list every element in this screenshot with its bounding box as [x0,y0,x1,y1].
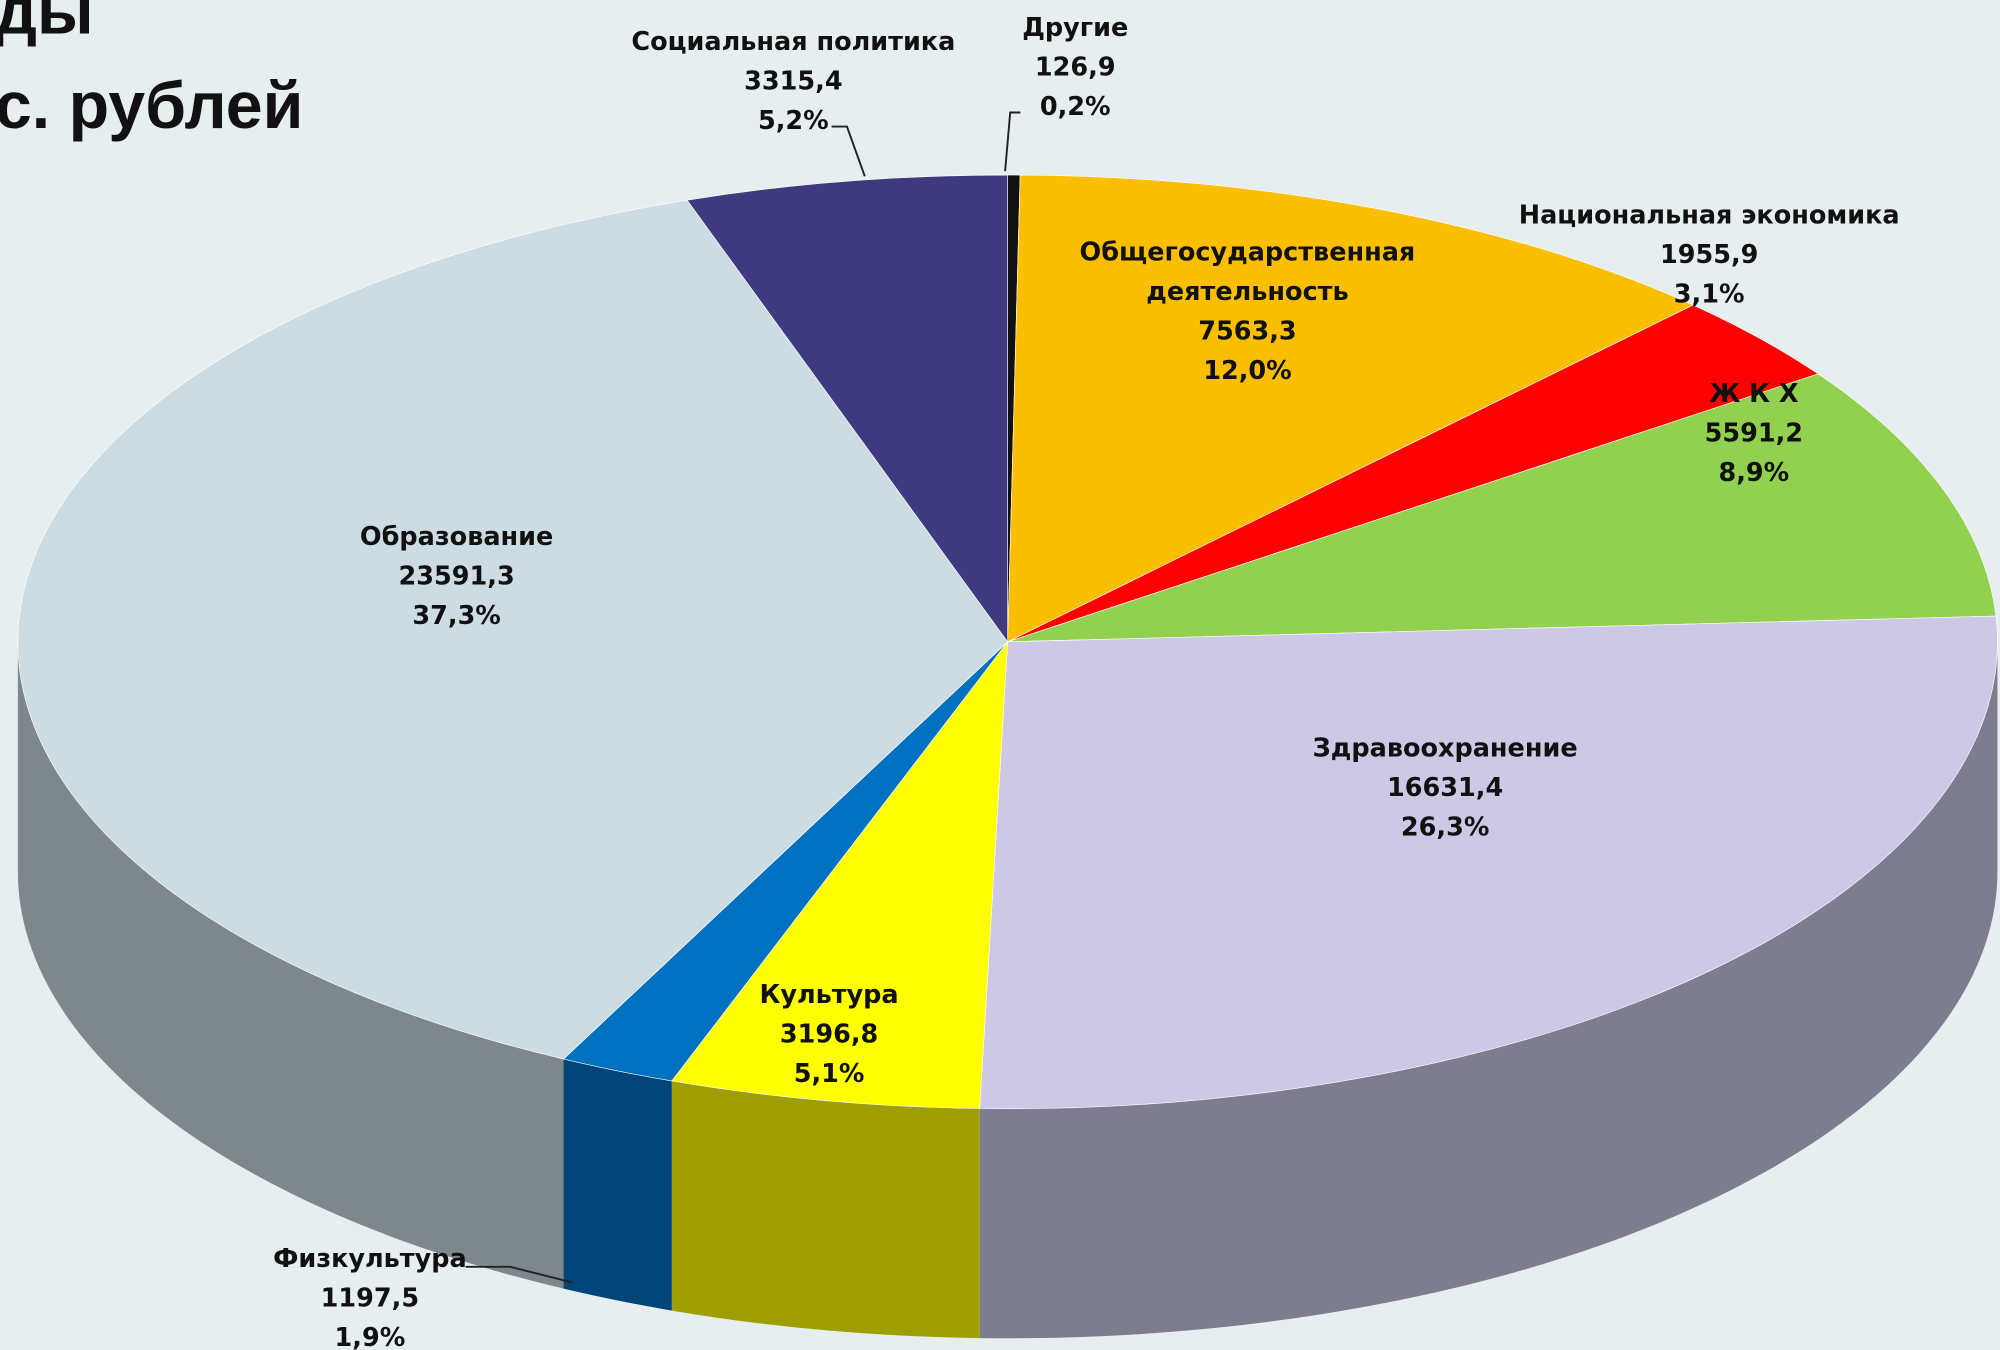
category-label: Здравоохранение [1313,734,1578,764]
slice [1007,174,1694,643]
data-label: Физкультура 1197,5 1,9% [273,1244,467,1350]
value-label: 3196,8 [780,1019,878,1049]
category-label: Ж К Х [1709,379,1799,409]
slice-side [17,641,564,1289]
slice [686,174,1008,643]
leader-line [831,125,866,177]
value-label: 7563,3 [1198,317,1296,347]
value-label: 23591,3 [399,561,515,591]
category-label: Другие [1022,13,1128,43]
slice [979,615,1998,1109]
category-label: Социальная политика [631,27,955,57]
slice [17,199,1009,1060]
value-label: 3315,4 [744,67,842,97]
chart-title: ды [0,0,94,48]
data-label: Национальная экономика 1955,9 3,1% [1519,200,1900,309]
labels: Другие 126,9 0,2% Общегосударственная деятел… [273,13,1900,1350]
chart-title: с. рублей [0,69,303,143]
value-label: 126,9 [1035,53,1116,83]
category-label: Национальная экономика [1519,200,1900,230]
percent-label: 8,9% [1718,458,1789,488]
data-label: Общегосударственная деятельность 7563,3 12,… [1080,237,1416,386]
category-label: Образование [360,522,553,552]
percent-label: 12,0% [1203,356,1291,386]
percent-label: 5,2% [758,106,829,136]
data-label: Культура 3196,8 5,1% [760,980,899,1089]
percent-label: 5,1% [794,1059,865,1089]
data-label: Ж К Х 5591,2 8,9% [1705,379,1803,488]
value-label: 1955,9 [1660,240,1758,270]
value-label: 1197,5 [321,1283,419,1313]
data-label: Другие 126,9 0,2% [1022,13,1128,122]
percent-label: 0,2% [1040,92,1111,122]
leader-line [465,1265,572,1284]
percent-label: 37,3% [412,601,500,631]
slice [671,640,1009,1109]
data-label: Образование 23591,3 37,3% [360,522,553,631]
category-label: деятельность [1146,277,1348,307]
category-label: Физкультура [273,1244,467,1274]
category-label: Общегосударственная [1080,237,1416,267]
slice-side [979,641,1998,1339]
data-label: Здравоохранение 16631,4 26,3% [1313,734,1578,843]
pie [17,174,1998,1339]
percent-label: 26,3% [1401,813,1489,843]
category-label: Культура [760,980,899,1010]
value-label: 5591,2 [1705,419,1803,449]
percent-label: 3,1% [1674,280,1745,310]
value-label: 16631,4 [1387,773,1503,803]
slice-side [671,1080,980,1339]
leader-line [1004,111,1021,172]
slice-side [563,1059,672,1311]
data-label: Социальная политика 3315,4 5,2% [631,27,955,136]
percent-label: 1,9% [335,1323,406,1350]
slice [1007,373,1997,643]
